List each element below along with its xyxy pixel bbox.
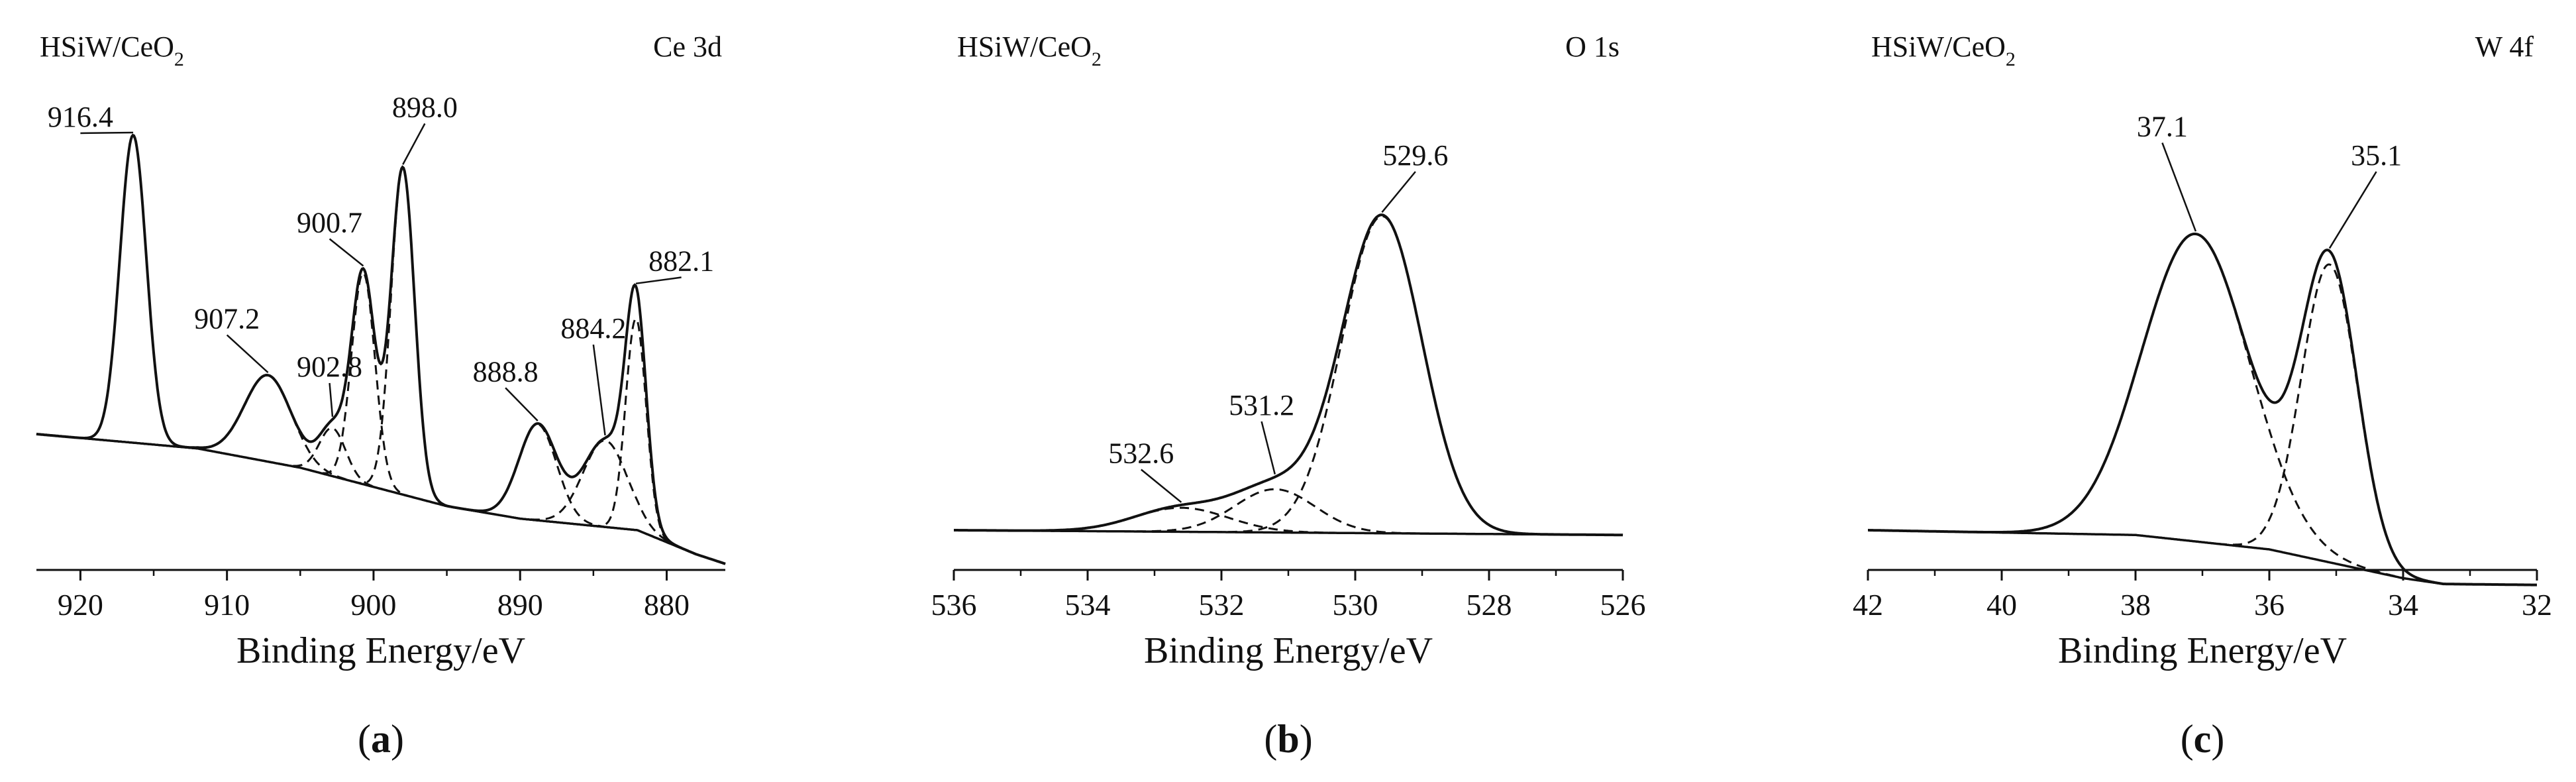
component-peak [36,374,726,565]
peak-leader-line [505,387,539,421]
peak-leader-line [592,344,606,436]
peak-leader-line [2161,142,2197,232]
background-baseline [36,433,726,565]
component-peak [36,166,726,565]
component-peak [954,215,1623,536]
x-tick-label: 890 [497,588,543,622]
envelope-curve [954,213,1623,537]
peak-label: 35.1 [2351,139,2402,172]
panel-label: (c) [2181,717,2225,761]
x-tick-label: 528 [1467,588,1512,622]
peak-leader-line [1261,421,1276,475]
peak-label: 900.7 [297,207,362,239]
x-tick-label: 880 [644,588,690,622]
x-axis-label: Binding Energy/eV [236,630,525,671]
x-tick-label: 530 [1333,588,1378,622]
x-tick-label: 526 [1600,588,1646,622]
sample-label: HSiW/CeO2 [1871,30,2016,70]
component-peak [36,317,726,565]
peak-label: 916.4 [48,101,113,133]
peak-leader-line [2328,171,2377,249]
x-tick-label: 910 [204,588,250,622]
x-tick-label: 534 [1065,588,1111,622]
peak-leader-line [1141,469,1182,503]
peak-label: 882.1 [648,245,714,278]
core-level-title: Ce 3d [653,30,722,63]
background-baseline [1868,529,2537,586]
x-axis-label: Binding Energy/eV [1144,630,1433,671]
panel-c: HSiW/CeO2 W 4f 42 40 38 36 34 32 Binding Energy/… [1853,30,2552,761]
peak-leader-line [402,123,426,165]
component-peak [1868,263,2537,586]
panel-a: HSiW/CeO2 Ce 3d 920 910 900 890 880 Binding Ene… [36,30,726,761]
peak-label: 907.2 [194,303,260,335]
envelope-curve [1868,233,2537,586]
peak-label: 898.0 [392,91,458,124]
x-tick-label: 40 [1986,588,2017,622]
sample-label: HSiW/CeO2 [957,30,1102,70]
peak-label: 532.6 [1108,437,1174,470]
x-tick-label: 536 [931,588,977,622]
peak-label: 902.8 [297,351,362,383]
peak-leader-line [226,334,269,374]
peak-label: 531.2 [1229,389,1294,421]
peak-label: 529.6 [1382,139,1448,172]
peak-label: 888.8 [473,355,539,388]
core-level-title: W 4f [2475,30,2534,63]
panel-b: HSiW/CeO2 O 1s 536 534 532 530 528 526 Binding E… [931,30,1646,761]
peak-label: 884.2 [560,312,626,345]
panel-label: (b) [1264,717,1312,761]
x-tick-label: 32 [2522,588,2552,622]
x-tick-label: 36 [2254,588,2285,622]
component-peak [36,134,726,565]
peak-leader-line [635,276,682,285]
x-tick-label: 532 [1199,588,1245,622]
panel-label: (a) [358,717,404,761]
envelope-curve [36,133,726,565]
sample-label: HSiW/CeO2 [40,30,184,70]
component-peak [36,433,726,565]
x-tick-label: 920 [58,588,103,622]
peak-leader-line [1381,171,1416,213]
x-tick-label: 34 [2388,588,2418,622]
x-tick-label: 38 [2120,588,2151,622]
peak-leader-line [329,238,364,267]
x-tick-label: 900 [350,588,396,622]
core-level-title: O 1s [1565,30,1620,63]
peak-leader-line [329,382,334,417]
peak-label: 37.1 [2137,111,2188,143]
x-tick-label: 42 [1853,588,1883,622]
x-axis-label: Binding Energy/eV [2058,630,2347,671]
